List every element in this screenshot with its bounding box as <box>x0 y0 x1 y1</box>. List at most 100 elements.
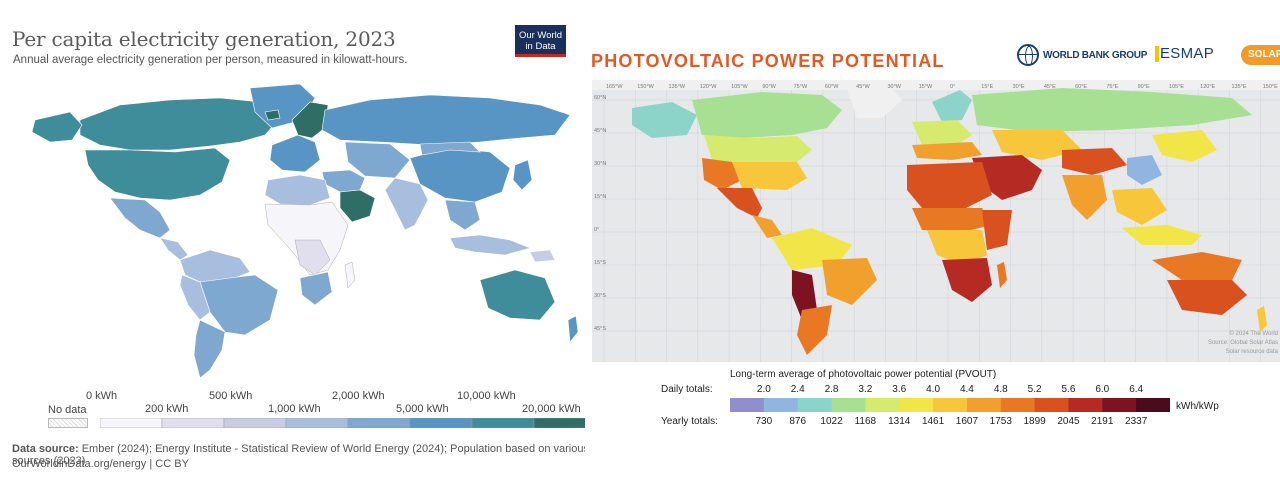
pv-region-usa-southwest[interactable] <box>702 158 742 190</box>
pv-region-madagascar[interactable] <box>997 262 1007 288</box>
pv-yearly-label: Yearly totals: <box>661 416 718 427</box>
esmap-bar-icon <box>1155 45 1159 62</box>
country-papua-new-guinea[interactable] <box>529 249 556 263</box>
pv-region-australia-south[interactable] <box>1167 280 1247 315</box>
owid-legend-bin-1[interactable] <box>161 418 225 428</box>
region-southeast-asia[interactable] <box>444 199 481 231</box>
pv-region-central-asia[interactable] <box>992 130 1082 160</box>
pv-region-australia-north[interactable] <box>1152 252 1242 280</box>
per-capita-electricity-map[interactable] <box>10 80 600 380</box>
pv-legend-bin-2[interactable] <box>797 398 833 412</box>
longitude-label: 150°W <box>637 84 654 90</box>
pv-legend-bin-10[interactable] <box>1068 398 1103 412</box>
owid-legend-bin-3[interactable] <box>285 418 349 428</box>
pv-region-southern-cone[interactable] <box>797 305 832 355</box>
country-madagascar[interactable] <box>344 261 356 289</box>
pv-region-brazil-east[interactable] <box>822 258 877 305</box>
region-north-africa[interactable] <box>264 174 331 206</box>
pv-region-greenland[interactable] <box>847 88 902 118</box>
pv-region-new-zealand[interactable] <box>1257 306 1267 332</box>
pv-region-mediterranean[interactable] <box>912 142 982 160</box>
country-new-zealand[interactable] <box>567 315 579 343</box>
owid-legend-bin-0[interactable] <box>100 418 163 428</box>
pv-legend-bin-5[interactable] <box>899 398 934 412</box>
pv-legend-bin-7[interactable] <box>966 398 1002 412</box>
owid-url-link[interactable]: OurWorldinData.org/energy <box>12 458 147 470</box>
pv-region-east-asia[interactable] <box>1152 130 1217 162</box>
pv-region-central-africa[interactable] <box>927 230 987 265</box>
region-indonesia[interactable] <box>449 234 531 256</box>
country-mexico[interactable] <box>109 197 171 239</box>
pv-region-india[interactable] <box>1062 175 1107 220</box>
pv-daily-tick: 2.8 <box>824 384 839 395</box>
globe-icon <box>1017 44 1039 66</box>
pv-region-usa-southeast[interactable] <box>732 162 807 190</box>
owid-legend-bin-6[interactable] <box>471 418 535 428</box>
pv-legend-bin-0[interactable] <box>730 398 765 412</box>
owid-legend-bin-4[interactable] <box>347 418 411 428</box>
pv-legend-bin-4[interactable] <box>865 398 900 412</box>
owid-logo[interactable]: Our World in Data <box>515 25 566 57</box>
pv-region-indonesia[interactable] <box>1122 225 1202 245</box>
pv-region-usa-north[interactable] <box>704 135 812 165</box>
pv-legend-bin-8[interactable] <box>1000 398 1036 412</box>
pv-region-canada[interactable] <box>692 92 842 138</box>
longitude-label: 105°E <box>1169 84 1184 90</box>
region-arabian-peninsula[interactable] <box>339 189 376 223</box>
legend-no-data-swatch[interactable] <box>48 418 88 428</box>
owid-legend-bin-7[interactable] <box>533 418 587 428</box>
latitude-label: 15°N <box>594 194 606 200</box>
country-usa[interactable] <box>84 147 231 201</box>
pv-region-central-america[interactable] <box>752 215 782 238</box>
pv-region-alaska[interactable] <box>632 102 697 138</box>
pv-region-andes[interactable] <box>792 270 817 320</box>
country-india[interactable] <box>384 177 429 231</box>
legend-label-10000kwh: 10,000 kWh <box>457 390 516 402</box>
pv-region-southeast-asia[interactable] <box>1112 188 1167 225</box>
pv-region-scandinavia[interactable] <box>932 90 972 122</box>
pv-region-china-east[interactable] <box>1127 155 1162 185</box>
region-iceland[interactable] <box>264 109 281 121</box>
country-brazil[interactable] <box>199 274 279 336</box>
pv-region-southern-africa[interactable] <box>942 258 992 302</box>
country-japan-korea[interactable] <box>512 159 533 191</box>
pv-region-east-africa[interactable] <box>982 210 1012 250</box>
country-australia[interactable] <box>479 269 556 321</box>
country-alaska[interactable] <box>31 111 83 143</box>
pv-legend-bin-1[interactable] <box>763 398 799 412</box>
pv-region-sahara[interactable] <box>907 162 992 210</box>
pv-region-mexico[interactable] <box>717 188 762 218</box>
pv-daily-label: Daily totals: <box>661 384 713 395</box>
esmap-logo[interactable]: ESMAP <box>1155 45 1214 62</box>
region-middle-east[interactable] <box>321 169 366 193</box>
region-central-africa[interactable] <box>294 239 331 276</box>
pv-legend-bin-12[interactable] <box>1136 398 1170 412</box>
pv-region-tibet[interactable] <box>1062 148 1127 175</box>
pv-region-sahel[interactable] <box>912 208 992 232</box>
latitude-label: 60°N <box>594 95 606 101</box>
country-chile-argentina[interactable] <box>193 319 226 379</box>
owid-legend-bin-2[interactable] <box>223 418 287 428</box>
region-central-america[interactable] <box>159 237 189 261</box>
world-bank-group-logo[interactable]: WORLD BANK GROUP <box>1017 44 1147 66</box>
region-northern-south-america[interactable] <box>179 249 251 283</box>
country-canada[interactable] <box>79 97 281 151</box>
owid-legend-bin-5[interactable] <box>409 418 473 428</box>
country-mongolia[interactable] <box>419 141 481 156</box>
pv-yearly-tick: 2045 <box>1057 416 1080 427</box>
country-russia[interactable] <box>321 94 571 146</box>
solar-badge[interactable]: SOLAR <box>1241 45 1280 65</box>
pv-yearly-tick: 1899 <box>1023 416 1046 427</box>
pv-legend-bin-9[interactable] <box>1034 398 1069 412</box>
esmap-label: ESMAP <box>1160 45 1215 62</box>
pv-region-russia[interactable] <box>972 88 1252 132</box>
pv-region-western-europe[interactable] <box>912 120 972 148</box>
pv-legend-bin-3[interactable] <box>831 398 866 412</box>
pv-legend-bin-6[interactable] <box>933 398 968 412</box>
country-south-africa[interactable] <box>299 271 333 306</box>
pv-legend-bin-11[interactable] <box>1102 398 1137 412</box>
pv-region-northern-south-america[interactable] <box>772 228 852 270</box>
pvout-map[interactable]: 165°W 150°W 135°W 120°W 105°W 90°W 75°W 60°W 45°… <box>592 80 1280 362</box>
pv-daily-tick: 4.8 <box>993 384 1008 395</box>
region-western-europe[interactable] <box>269 134 321 173</box>
